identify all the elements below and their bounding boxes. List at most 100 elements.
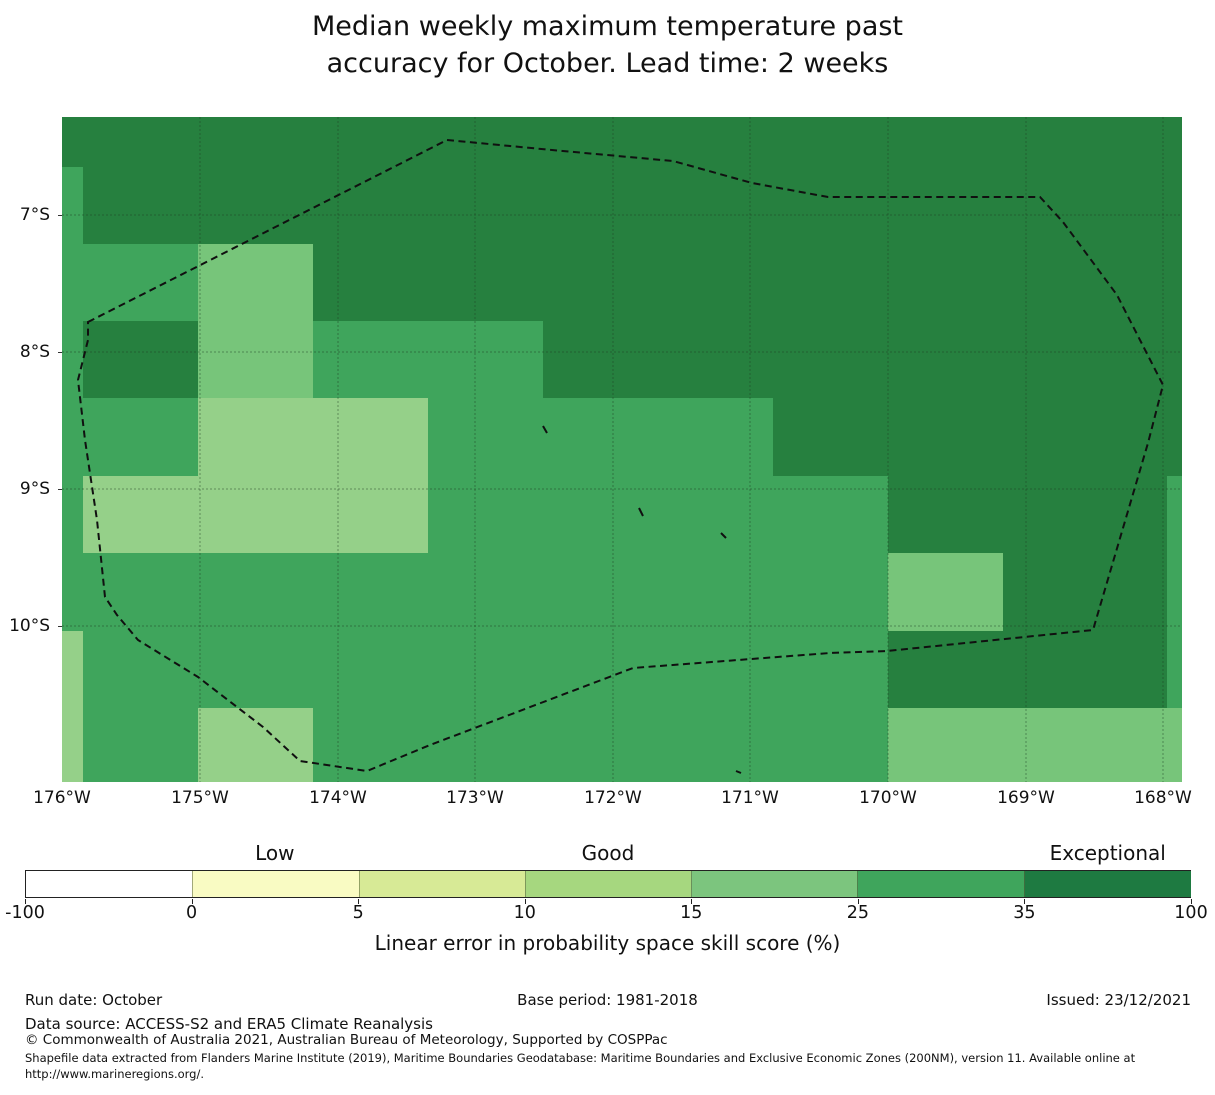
colorbar-tick-mark [691, 899, 693, 904]
map-cell [62, 244, 83, 321]
map-cell [62, 708, 83, 782]
map-cell [1167, 476, 1182, 553]
map-cell [1003, 476, 1118, 553]
map-cell [428, 244, 543, 321]
x-tick-label: 171°W [721, 788, 779, 808]
map-cell [428, 117, 543, 167]
x-tick-label: 176°W [33, 788, 91, 808]
map-cell [313, 631, 428, 708]
map-cell [1003, 708, 1118, 782]
map-cell [1118, 553, 1167, 631]
base-period-label: Base period: 1981-2018 [517, 991, 698, 1009]
map-cell [543, 708, 658, 782]
map-cell [888, 476, 1003, 553]
map-cell [888, 631, 1003, 708]
x-tick-label: 175°W [171, 788, 229, 808]
map-cell [773, 476, 888, 553]
map-cell [313, 398, 428, 476]
island-mark [638, 507, 644, 517]
y-tick-label: 8°S [19, 342, 50, 362]
map-cell [773, 398, 888, 476]
map-cell [773, 321, 888, 398]
map-cell [1118, 631, 1167, 708]
island-mark [735, 770, 742, 774]
map-cell [198, 553, 313, 631]
colorbar [25, 870, 1191, 898]
map-cell [1118, 167, 1167, 244]
map-cell [198, 631, 313, 708]
issued-label: Issued: 23/12/2021 [1046, 991, 1191, 1009]
map-cell [428, 553, 543, 631]
map-cell [658, 321, 773, 398]
y-tick-label: 7°S [19, 205, 50, 225]
map-cell [1167, 398, 1182, 476]
colorbar-tick-label: 25 [846, 903, 869, 923]
map-cell [428, 167, 543, 244]
map-plot-area [62, 117, 1182, 782]
copyright-label: © Commonwealth of Australia 2021, Austra… [25, 1032, 668, 1048]
colorbar-tick-mark [524, 899, 526, 904]
map-cell [428, 476, 543, 553]
y-tick-label: 10°S [9, 616, 50, 636]
map-cell [1167, 631, 1182, 708]
map-cell [1167, 117, 1182, 167]
map-cell [773, 167, 888, 244]
map-cell [773, 631, 888, 708]
map-cell [773, 553, 888, 631]
colorbar-tick-label: 100 [1174, 903, 1208, 923]
map-cell [313, 476, 428, 553]
colorbar-segment [192, 871, 360, 897]
map-cell [543, 398, 658, 476]
map-cell [83, 167, 198, 244]
map-cell [1003, 167, 1118, 244]
map-cell [1003, 553, 1118, 631]
map-cell [198, 117, 313, 167]
map-cell [198, 321, 313, 398]
colorbar-segment [1023, 871, 1191, 897]
x-tick-label: 172°W [584, 788, 642, 808]
map-cell [888, 167, 1003, 244]
map-cell [62, 398, 83, 476]
map-cell [198, 708, 313, 782]
shapefile-note-line1: Shapefile data extracted from Flanders M… [25, 1051, 1136, 1065]
map-cell [1167, 244, 1182, 321]
map-cell [198, 167, 313, 244]
map-cell [313, 553, 428, 631]
map-cell [658, 117, 773, 167]
x-tick-label: 168°W [1134, 788, 1192, 808]
colorbar-segment [857, 871, 1025, 897]
chart-title-line1: Median weekly maximum temperature past [311, 11, 904, 42]
map-cell [83, 398, 198, 476]
colorbar-tick-mark [1024, 899, 1026, 904]
map-cell [543, 321, 658, 398]
map-cell [83, 476, 198, 553]
map-cell [62, 553, 83, 631]
x-tick-label: 173°W [446, 788, 504, 808]
colorbar-tick-mark [1191, 899, 1192, 904]
island-mark [542, 425, 548, 434]
colorbar-tick-label: 5 [352, 903, 364, 923]
x-tick-label: 170°W [859, 788, 917, 808]
run-date-label: Run date: October [25, 991, 163, 1009]
map-cell [888, 708, 1003, 782]
map-cell [1118, 398, 1167, 476]
map-cell [543, 244, 658, 321]
map-cell [62, 631, 83, 708]
map-cell [428, 398, 543, 476]
map-cell [658, 553, 773, 631]
colorbar-tick-label: 0 [185, 903, 198, 923]
colorbar-category-label: Exceptional [1049, 841, 1166, 865]
map-cell [1167, 553, 1182, 631]
map-overlay [62, 117, 1182, 782]
colorbar-segment [691, 871, 859, 897]
map-cell [1003, 631, 1118, 708]
map-cell [888, 244, 1003, 321]
y-tick-mark [58, 352, 62, 353]
colorbar-tick-mark [857, 899, 859, 904]
map-cell [888, 398, 1003, 476]
map-cell [313, 321, 428, 398]
map-cell [888, 321, 1003, 398]
map-cell [1167, 167, 1182, 244]
colorbar-segment [524, 871, 693, 897]
